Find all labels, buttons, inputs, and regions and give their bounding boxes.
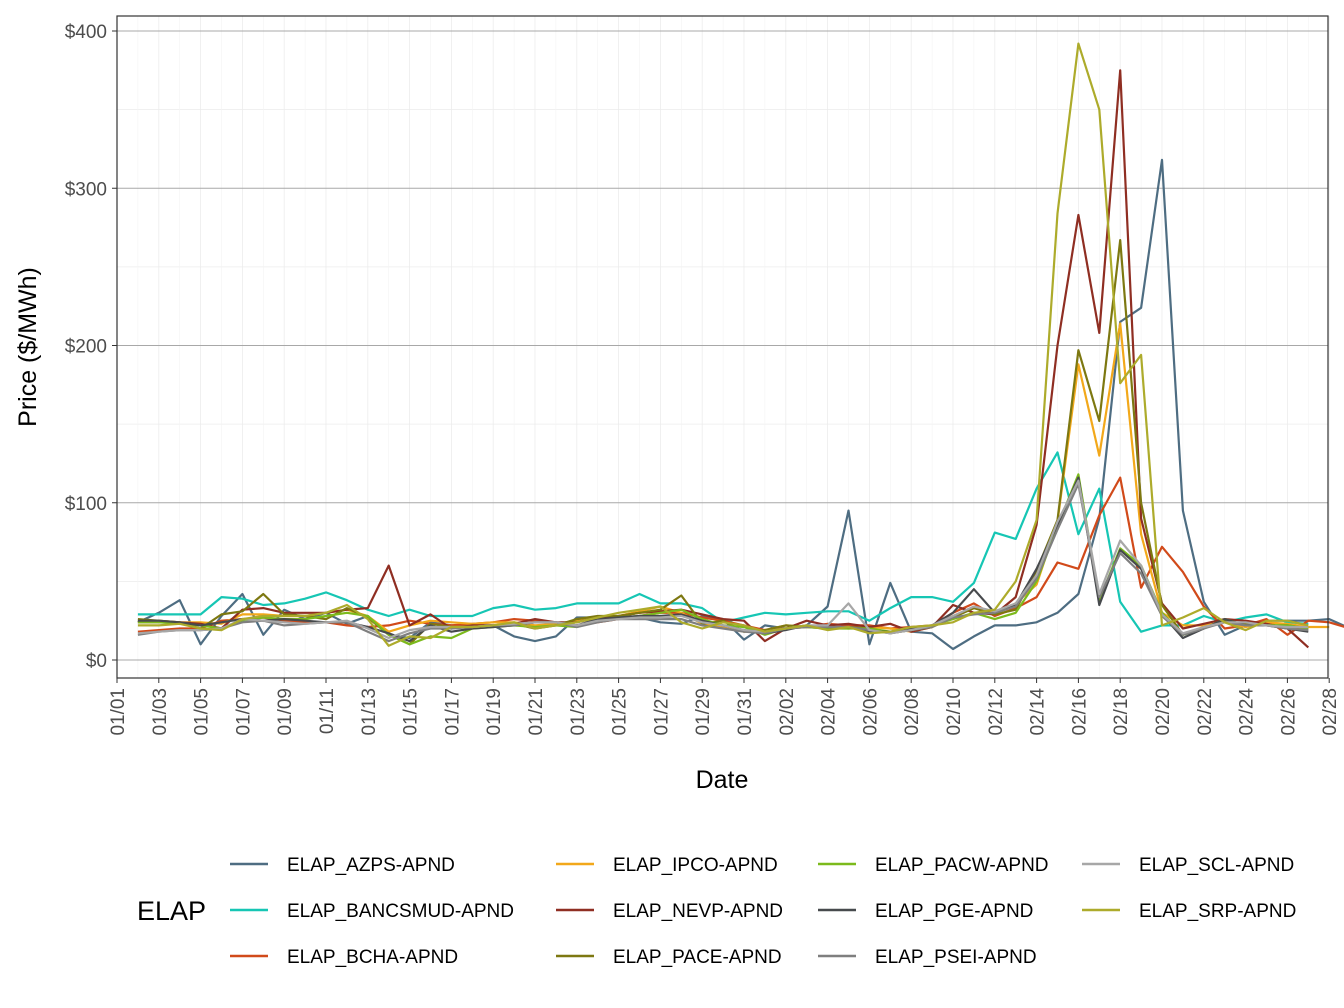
major-gridlines	[117, 30, 1328, 661]
x-tick-label: 02/10	[944, 688, 965, 736]
x-axis-title: Date	[696, 766, 749, 794]
x-axis: 01/01 01/03 01/05 01/07 01/09 01/11 01/13 01/15…	[108, 678, 1341, 736]
y-tick-label: $0	[86, 651, 107, 672]
series-line-elap-scl-apnd	[137, 479, 1309, 640]
x-tick-label: 02/06	[860, 688, 881, 736]
y-tick-label: $100	[65, 494, 107, 515]
legend-label: ELAP_NEVP-APND	[613, 901, 783, 922]
y-axis: $0 $100 $200 $300 $400	[65, 22, 117, 672]
legend-label: ELAP_BCHA-APND	[287, 947, 458, 968]
minor-gridlines	[116, 16, 1330, 678]
x-tick-label: 02/12	[986, 688, 1007, 736]
x-tick-label: 01/19	[484, 688, 505, 736]
x-tick-label: 01/03	[150, 688, 171, 736]
legend-label: ELAP_BANCSMUD-APND	[287, 901, 514, 922]
x-tick-label: 01/07	[233, 688, 254, 736]
plot-panel-border	[116, 15, 1329, 679]
legend-label: ELAP_PSEI-APND	[875, 947, 1037, 968]
x-tick-label: 02/14	[1028, 688, 1049, 736]
legend-label: ELAP_IPCO-APND	[613, 855, 778, 876]
legend-label: ELAP_PGE-APND	[875, 901, 1033, 922]
legend: ELAP ELAP_AZPS-APND ELAP_BANCSMUD-APND ELA…	[137, 855, 1296, 968]
x-tick-label: 01/23	[568, 688, 589, 736]
x-tick-label: 02/04	[819, 688, 840, 736]
series-line-elap-bcha-apnd	[137, 476, 1344, 636]
x-tick-label: 02/26	[1278, 688, 1299, 736]
x-tick-label: 02/28	[1320, 688, 1341, 736]
y-tick-label: $200	[65, 337, 107, 358]
legend-label: ELAP_SCL-APND	[1139, 855, 1294, 876]
x-tick-label: 01/15	[401, 688, 422, 736]
y-tick-label: $400	[65, 22, 107, 43]
series-lines	[137, 42, 1344, 651]
legend-label: ELAP_SRP-APND	[1139, 901, 1296, 922]
y-tick-label: $300	[65, 179, 107, 200]
x-tick-label: 01/05	[192, 688, 213, 736]
x-tick-label: 02/02	[777, 688, 798, 736]
x-tick-label: 02/18	[1111, 688, 1132, 736]
x-tick-label: 01/09	[275, 688, 296, 736]
x-tick-label: 01/25	[610, 688, 631, 736]
x-tick-label: 02/20	[1153, 688, 1174, 736]
x-tick-label: 01/27	[651, 688, 672, 736]
x-tick-label: 02/22	[1195, 688, 1216, 736]
series-line-elap-azps-apnd	[137, 158, 1344, 651]
x-tick-label: 01/11	[317, 688, 338, 734]
legend-label: ELAP_PACE-APND	[613, 947, 782, 968]
y-axis-title: Price ($/MWh)	[14, 267, 42, 427]
legend-label: ELAP_PACW-APND	[875, 855, 1049, 876]
x-tick-label: 01/21	[526, 688, 547, 736]
legend-title: ELAP	[137, 896, 206, 926]
x-tick-label: 02/16	[1069, 688, 1090, 736]
legend-label: ELAP_AZPS-APND	[287, 855, 455, 876]
x-tick-label: 02/24	[1237, 688, 1258, 736]
x-tick-label: 01/13	[359, 688, 380, 736]
series-line-elap-srp-apnd	[137, 42, 1309, 647]
x-tick-label: 01/31	[735, 688, 756, 736]
x-tick-label: 01/17	[442, 688, 463, 736]
x-tick-label: 02/08	[902, 688, 923, 736]
x-tick-label: 01/01	[108, 688, 129, 736]
x-tick-label: 01/29	[693, 688, 714, 736]
series-line-elap-nevp-apnd	[137, 69, 1310, 649]
